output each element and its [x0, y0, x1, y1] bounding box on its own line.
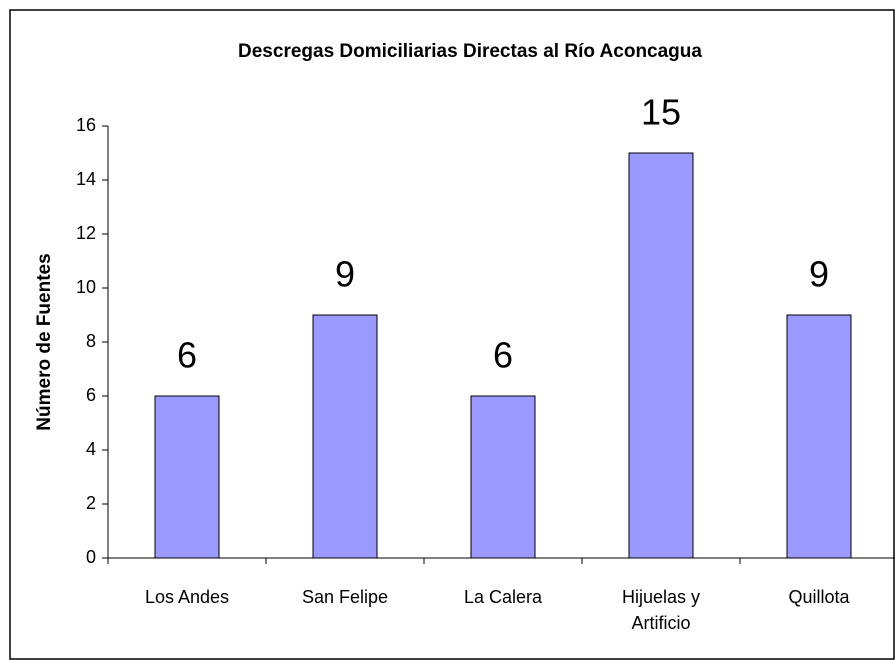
- data-label: 6: [493, 335, 513, 376]
- x-tick-label: Quillota: [788, 587, 850, 607]
- data-label: 15: [641, 92, 681, 133]
- x-tick-label: Los Andes: [144, 587, 230, 607]
- y-tick-label: 2: [86, 493, 96, 513]
- bar: [154, 395, 220, 559]
- y-tick-label: 16: [76, 115, 96, 135]
- data-label: 6: [177, 335, 197, 376]
- x-tick-label: San Felipe: [301, 587, 389, 607]
- y-tick-label: 10: [76, 277, 96, 297]
- bar: [470, 395, 536, 559]
- y-tick-label: 14: [76, 169, 96, 189]
- bar: [628, 152, 694, 559]
- bar: [312, 314, 378, 559]
- chart-frame: [9, 9, 895, 660]
- y-tick-label: 4: [86, 439, 96, 459]
- y-axis-label: Número de Fuentes: [34, 253, 55, 430]
- y-tick-label: 8: [86, 331, 96, 351]
- y-tick-label: 6: [86, 385, 96, 405]
- data-label: 9: [809, 254, 829, 295]
- y-tick-label: 12: [76, 223, 96, 243]
- data-label: 9: [335, 254, 355, 295]
- chart-title: Descregas Domiciliarias Directas al Río …: [238, 41, 702, 62]
- y-tick-label: 0: [86, 547, 96, 567]
- bar: [786, 314, 852, 559]
- x-tick-label: Hijuelas y Artificio: [621, 587, 701, 633]
- x-tick-label: La Calera: [463, 587, 543, 607]
